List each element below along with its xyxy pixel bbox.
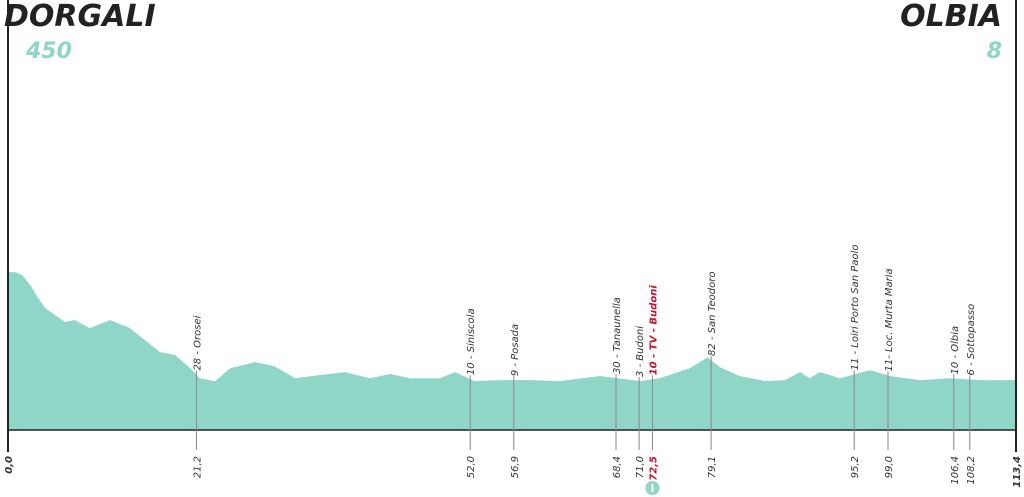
waypoint-km: 72,5 [648, 456, 659, 481]
waypoint-name: 9 - Posada [510, 324, 521, 376]
start-elevation: 450 [25, 39, 72, 64]
end-name: OLBIA [900, 0, 1002, 34]
waypoint-km: 52,0 [466, 456, 477, 478]
elevation-area [8, 272, 1016, 430]
waypoint-km: 68,4 [612, 456, 623, 478]
waypoint-name: 28 - Orosei [192, 315, 203, 370]
waypoint-name: 10 - TV - Budoni [648, 285, 659, 376]
waypoint-km: 56,9 [510, 456, 521, 478]
waypoint-km: 108,2 [966, 456, 977, 485]
waypoint-name: 82 - San Teodoro [707, 272, 718, 357]
waypoint-km: 99,0 [884, 456, 895, 478]
waypoint-name: 11 - Loiri Porto San Paolo [850, 245, 861, 371]
waypoint-name: 10 - Siniscola [466, 308, 477, 375]
waypoint-name: 11- Loc. Murta Maria [884, 268, 895, 371]
waypoint-km: 71,0 [635, 456, 646, 478]
x-tick-label: 113,4 [1012, 456, 1023, 488]
end-elevation: 8 [987, 39, 1002, 64]
waypoint-name: 30 - Tanaunella [612, 297, 623, 374]
waypoint-name: 10 - Olbia [950, 326, 961, 375]
waypoint-km: 106,4 [950, 456, 961, 485]
waypoint-name: 6 - Sottopasso [966, 304, 977, 376]
waypoint-name: 3 - Budoni [635, 326, 646, 377]
waypoint-km: 21,2 [192, 456, 203, 478]
waypoint-km: 95,2 [850, 456, 861, 478]
start-name: DORGALI [4, 0, 156, 34]
waypoint-km: 79,1 [707, 456, 718, 478]
x-tick-label: 0,0 [4, 456, 15, 474]
